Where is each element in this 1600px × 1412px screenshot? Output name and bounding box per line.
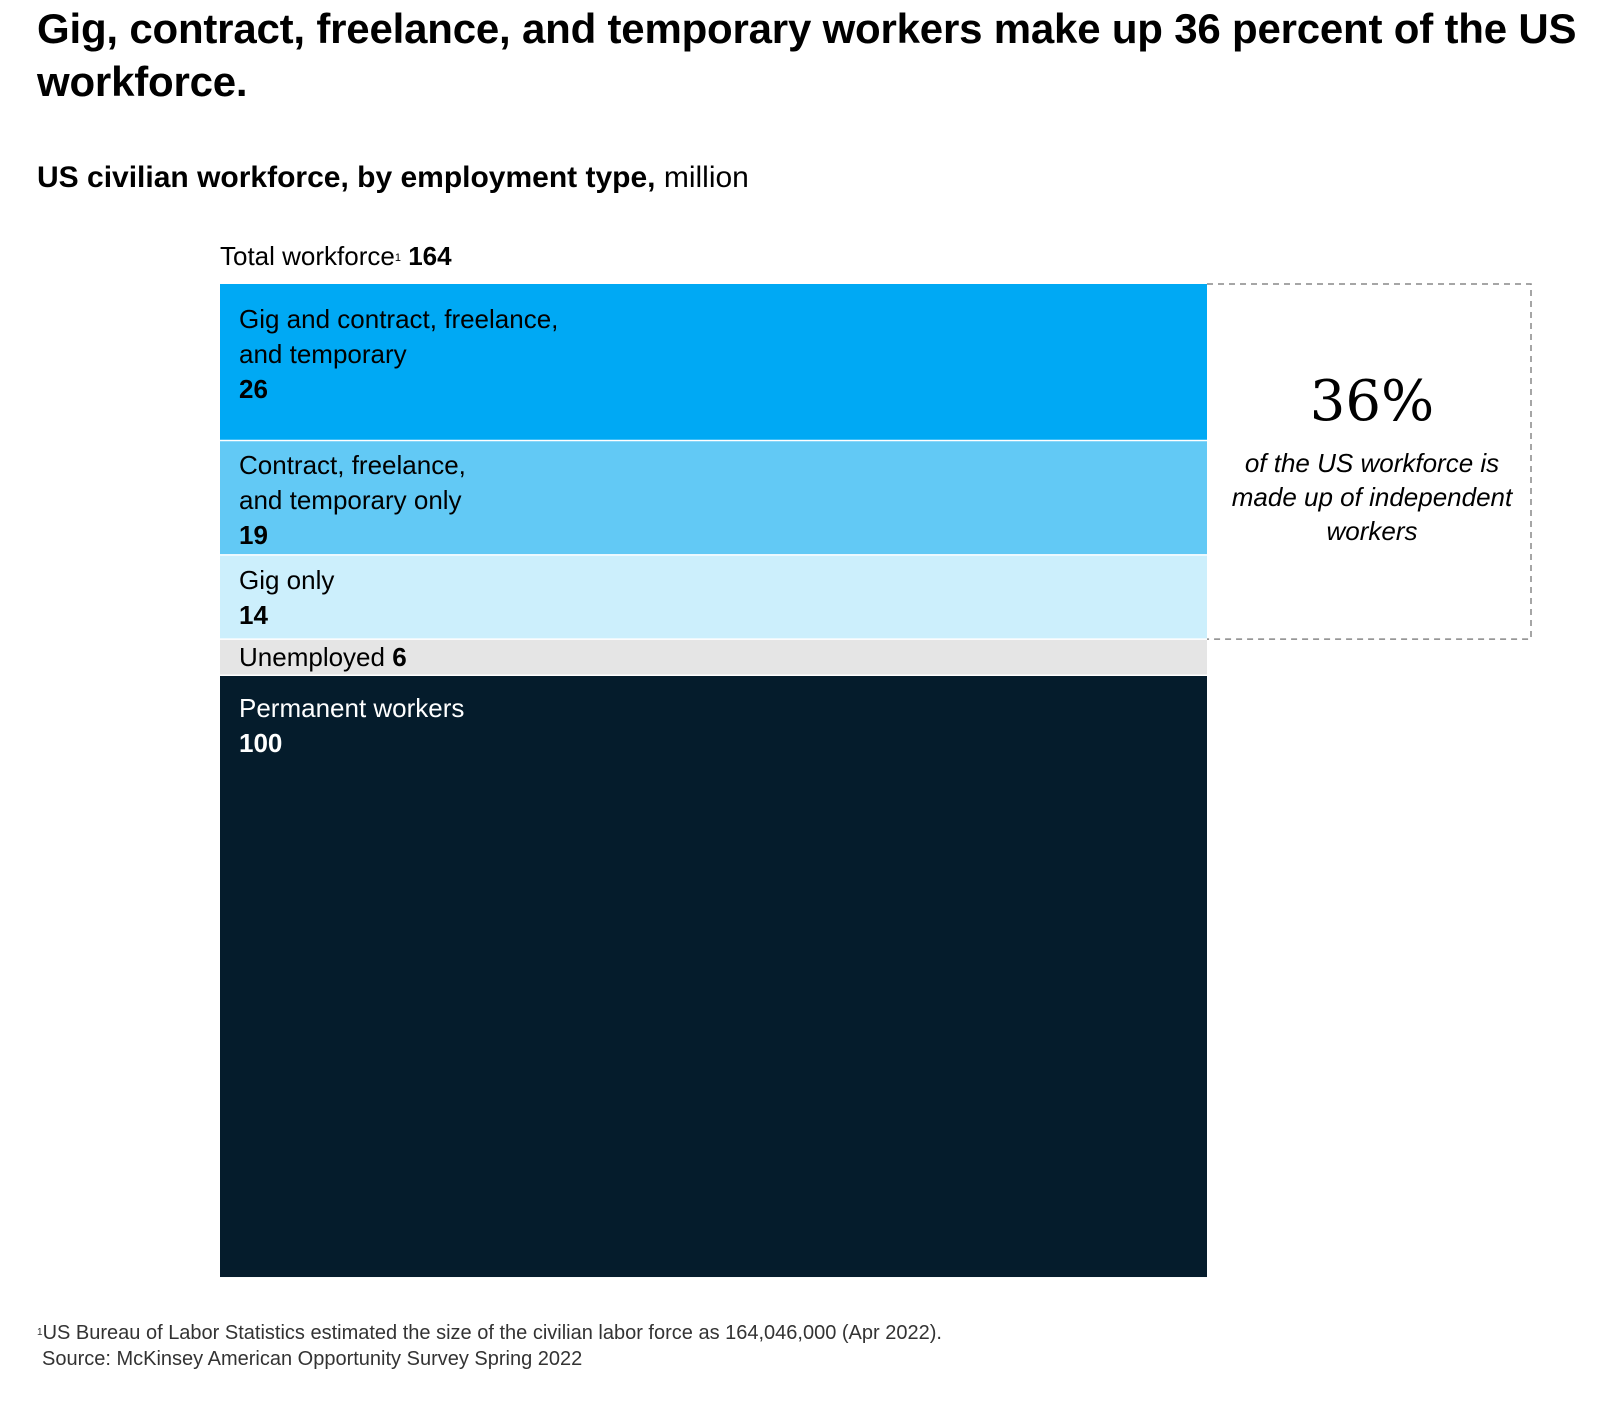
segment-value: 100 — [239, 728, 283, 759]
bar-segment-5 — [220, 675, 1207, 1278]
segment-name: and temporary — [239, 339, 407, 369]
total-value: 164 — [408, 241, 452, 271]
chart-title: Gig, contract, freelance, and temporary … — [37, 5, 1577, 105]
segment-name: Permanent workers — [239, 693, 465, 724]
segment-value: 6 — [392, 642, 407, 673]
segment-label-3: Gig only 14 — [239, 563, 334, 633]
segment-label-1: Gig and contract, freelance, and temporar… — [239, 302, 558, 407]
callout-percent: 36% — [1309, 369, 1435, 434]
total-footnote-marker: 1 — [394, 252, 401, 264]
footnote-marker: 1 — [37, 1327, 43, 1338]
segment-name: Gig only — [239, 564, 335, 595]
footnote-text: US Bureau of Labor Statistics estimated … — [42, 1322, 942, 1344]
segment-label-5: Permanent workers 100 — [239, 691, 464, 761]
bar-segment-4 — [220, 639, 1207, 676]
footnote: 1US Bureau of Labor Statistics estimated… — [37, 1320, 942, 1372]
footnote-line: 1US Bureau of Labor Statistics estimated… — [37, 1322, 942, 1344]
callout-text: of the US workforce is made up of indepe… — [1231, 448, 1513, 546]
segment-value: 14 — [239, 599, 268, 630]
segment-value: 26 — [239, 374, 268, 404]
callout: 36% of the US workforce is made up of in… — [1208, 370, 1536, 548]
total-workforce-label: Total workforce1 164 — [220, 240, 452, 272]
chart-subtitle: US civilian workforce, by employment typ… — [37, 160, 749, 196]
subtitle-unit: million — [655, 161, 749, 194]
segment-label-4: Unemployed 6 — [239, 640, 407, 675]
bar-segment-3 — [220, 554, 1207, 640]
bar-segment-1 — [220, 284, 1207, 441]
callout-bracket — [1207, 283, 1532, 640]
segment-name: and temporary only — [239, 485, 462, 516]
source-text: Source: McKinsey American Opportunity Su… — [42, 1348, 583, 1370]
segment-label-2: Contract, freelance, and temporary only 19 — [239, 448, 466, 553]
segment-name: Gig and contract, freelance, — [239, 304, 559, 334]
bar-segment-2 — [220, 440, 1207, 555]
total-label: Total workforce — [220, 241, 395, 271]
segment-name: Contract, freelance, — [239, 450, 466, 481]
subtitle-bold: US civilian workforce, by employment typ… — [37, 161, 656, 194]
segment-name: Unemployed — [239, 642, 385, 673]
segment-value: 19 — [239, 520, 268, 551]
